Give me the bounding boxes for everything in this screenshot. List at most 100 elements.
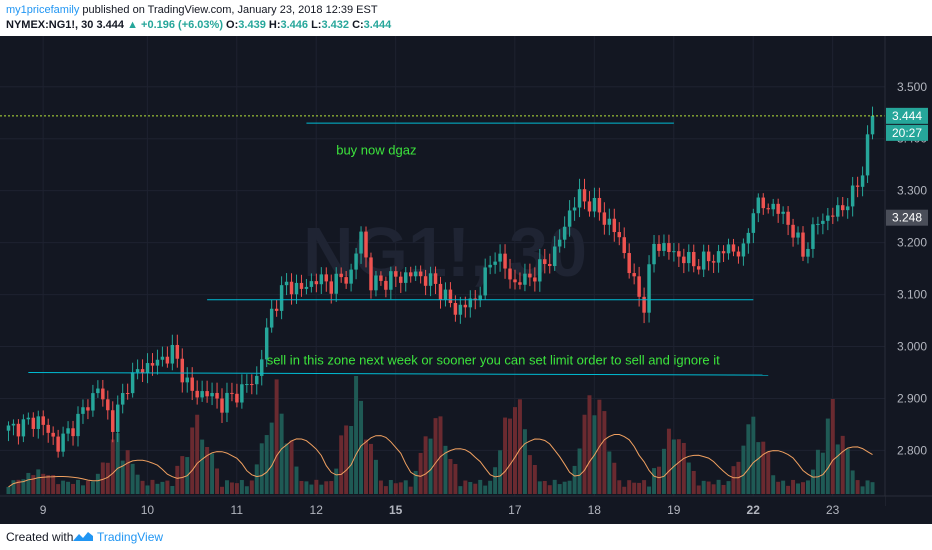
annotation-text[interactable]: sell in this zone next week or sooner yo… — [267, 353, 720, 368]
candle-body — [245, 384, 249, 386]
y-tick-label: 2.900 — [897, 391, 927, 405]
candle-body — [528, 273, 532, 278]
candle-body — [170, 344, 175, 364]
volume-bar — [488, 480, 493, 494]
candle-body — [150, 363, 155, 366]
volume-bar — [666, 428, 671, 494]
candle-body — [667, 243, 671, 253]
candle-body — [130, 372, 135, 394]
last-price-marker — [886, 107, 928, 124]
volume-bar — [512, 407, 517, 494]
candle-body — [582, 189, 587, 202]
candle-body — [309, 281, 314, 287]
candle-body — [41, 416, 45, 425]
candle-body — [468, 298, 473, 308]
candle-body — [766, 208, 770, 210]
volume-bar — [319, 484, 324, 494]
price-axis[interactable] — [885, 36, 932, 506]
volume-bar — [527, 455, 532, 494]
candle-body — [776, 203, 780, 214]
low-label: L: — [311, 19, 322, 31]
candle-body — [577, 189, 582, 208]
price-labels: 3.444 20:27 3.248 — [886, 107, 928, 226]
volume-bar — [279, 413, 284, 494]
candle-body — [384, 280, 388, 290]
volume-bar — [244, 486, 249, 494]
candle-body — [632, 273, 636, 277]
candle-body — [190, 377, 194, 391]
volume-bar — [805, 480, 810, 494]
volume-bar — [557, 484, 562, 494]
volume-bar — [483, 485, 488, 494]
volume-bar — [210, 453, 215, 494]
candle-body — [369, 257, 373, 291]
volume-bar — [150, 479, 155, 494]
author-link[interactable]: my1pricefamily — [6, 4, 80, 16]
candle-body — [612, 218, 617, 233]
volume-bar — [339, 435, 344, 494]
candle-body — [433, 273, 438, 284]
volume-bar — [607, 451, 612, 494]
volume-bar — [825, 418, 830, 494]
candle-body — [259, 359, 264, 376]
volume-bar — [796, 483, 801, 494]
volume-bar — [423, 436, 428, 494]
candle-body — [816, 223, 820, 225]
candle-body — [21, 419, 26, 437]
candle-body — [622, 237, 626, 254]
volume-bar — [845, 448, 850, 494]
candle-body — [284, 281, 289, 286]
candle-body — [408, 272, 413, 277]
volume-bar — [105, 462, 110, 494]
volume-bar — [547, 485, 552, 494]
prev-close-marker — [886, 209, 928, 226]
volume-bar — [602, 411, 607, 494]
volume-bar — [205, 447, 210, 494]
candle-body — [448, 289, 453, 303]
time-axis[interactable] — [0, 496, 885, 524]
candle-body — [806, 248, 810, 257]
candle-body — [240, 384, 244, 403]
volume-bar — [41, 473, 46, 494]
volume-bar — [120, 460, 125, 494]
candle-body — [16, 423, 21, 437]
candle-body — [741, 243, 746, 257]
candle-body — [220, 398, 224, 413]
annotations[interactable]: buy now dgaz sell in this zone next week … — [267, 142, 720, 367]
x-tick-label: 22 — [747, 503, 761, 517]
candle-body — [642, 296, 646, 313]
volume-bar — [80, 485, 85, 494]
volume-bar — [632, 482, 637, 494]
volume-bar — [398, 482, 403, 494]
trendline[interactable] — [28, 372, 769, 376]
volume-bar — [676, 439, 681, 494]
candle-body — [46, 424, 50, 433]
trendlines[interactable] — [28, 122, 769, 376]
publish-info: my1pricefamily published on TradingView.… — [6, 3, 378, 18]
volume-bar — [855, 480, 860, 494]
candle-body — [279, 285, 284, 311]
volume-bar — [716, 479, 721, 494]
volume-bar — [503, 417, 508, 494]
candle-body — [31, 417, 36, 429]
chart-header: my1pricefamily published on TradingView.… — [0, 0, 932, 36]
candle-body — [324, 274, 329, 282]
volume-bar — [393, 483, 398, 494]
volume-bar — [820, 452, 825, 494]
volume-bar — [840, 435, 845, 494]
annotation-text[interactable]: buy now dgaz — [336, 142, 416, 157]
x-tick-label: 18 — [588, 503, 602, 517]
candle-body — [647, 264, 651, 313]
volume-bar — [657, 466, 661, 494]
volume-bar — [309, 484, 314, 494]
candle-body — [6, 425, 11, 431]
x-tick-label: 9 — [40, 503, 47, 517]
candle-body — [453, 302, 458, 315]
candle-body — [637, 276, 641, 297]
candle-body — [36, 416, 41, 429]
candle-body — [379, 275, 383, 281]
candle-body — [329, 281, 333, 294]
candle-body — [840, 205, 845, 211]
tradingview-brand[interactable]: TradingView — [97, 530, 164, 544]
